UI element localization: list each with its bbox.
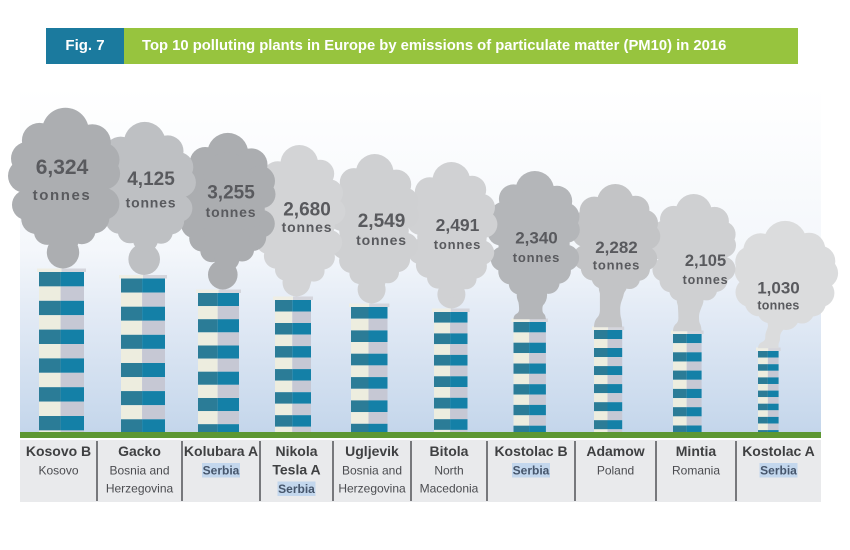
svg-text:2,340: 2,340 xyxy=(515,229,558,248)
svg-text:2,282: 2,282 xyxy=(595,238,638,257)
svg-text:4,125: 4,125 xyxy=(127,169,175,190)
svg-text:tonnes: tonnes xyxy=(282,219,333,235)
svg-text:2,491: 2,491 xyxy=(436,215,480,235)
svg-text:Adamow: Adamow xyxy=(586,443,644,459)
svg-text:Serbia: Serbia xyxy=(203,464,240,478)
svg-text:North: North xyxy=(434,464,463,478)
svg-text:Bosnia and: Bosnia and xyxy=(109,464,169,478)
svg-text:Bosnia and: Bosnia and xyxy=(342,464,402,478)
svg-text:Fig. 7: Fig. 7 xyxy=(65,37,104,54)
svg-text:Herzegovina: Herzegovina xyxy=(106,482,174,496)
svg-text:Kosovo: Kosovo xyxy=(38,464,78,478)
svg-text:Kolubara A: Kolubara A xyxy=(184,443,258,459)
svg-text:2,105: 2,105 xyxy=(685,252,726,270)
svg-text:2,549: 2,549 xyxy=(358,211,406,232)
svg-text:tonnes: tonnes xyxy=(593,258,640,273)
svg-text:Bitola: Bitola xyxy=(430,443,469,459)
svg-text:Serbia: Serbia xyxy=(760,464,797,478)
svg-text:Serbia: Serbia xyxy=(513,464,550,478)
svg-text:Kostolac B: Kostolac B xyxy=(494,443,567,459)
svg-text:6,324: 6,324 xyxy=(36,156,89,179)
svg-text:1,030: 1,030 xyxy=(757,279,800,298)
svg-text:Tesla A: Tesla A xyxy=(272,462,320,478)
svg-text:Kostolac A: Kostolac A xyxy=(742,443,815,459)
svg-text:Gacko: Gacko xyxy=(118,443,161,459)
svg-text:3,255: 3,255 xyxy=(207,183,255,204)
svg-text:tonnes: tonnes xyxy=(33,187,92,204)
svg-text:Romania: Romania xyxy=(672,464,720,478)
svg-text:Macedonia: Macedonia xyxy=(420,482,479,496)
svg-text:Nikola: Nikola xyxy=(275,443,317,459)
svg-text:tonnes: tonnes xyxy=(683,273,729,287)
svg-text:tonnes: tonnes xyxy=(126,195,177,211)
svg-text:tonnes: tonnes xyxy=(513,250,560,265)
svg-text:Poland: Poland xyxy=(597,464,634,478)
svg-text:Ugljevik: Ugljevik xyxy=(345,443,399,459)
svg-text:tonnes: tonnes xyxy=(356,232,407,248)
svg-text:Kosovo B: Kosovo B xyxy=(26,443,91,459)
svg-text:Serbia: Serbia xyxy=(278,482,315,496)
svg-text:tonnes: tonnes xyxy=(757,299,799,313)
svg-text:Top 10 polluting plants in Eur: Top 10 polluting plants in Europe by emi… xyxy=(142,38,726,54)
svg-text:tonnes: tonnes xyxy=(434,237,481,252)
svg-text:tonnes: tonnes xyxy=(206,204,257,220)
svg-text:Herzegovina: Herzegovina xyxy=(338,482,406,496)
svg-text:2,680: 2,680 xyxy=(283,200,331,221)
svg-text:Mintia: Mintia xyxy=(676,443,717,459)
